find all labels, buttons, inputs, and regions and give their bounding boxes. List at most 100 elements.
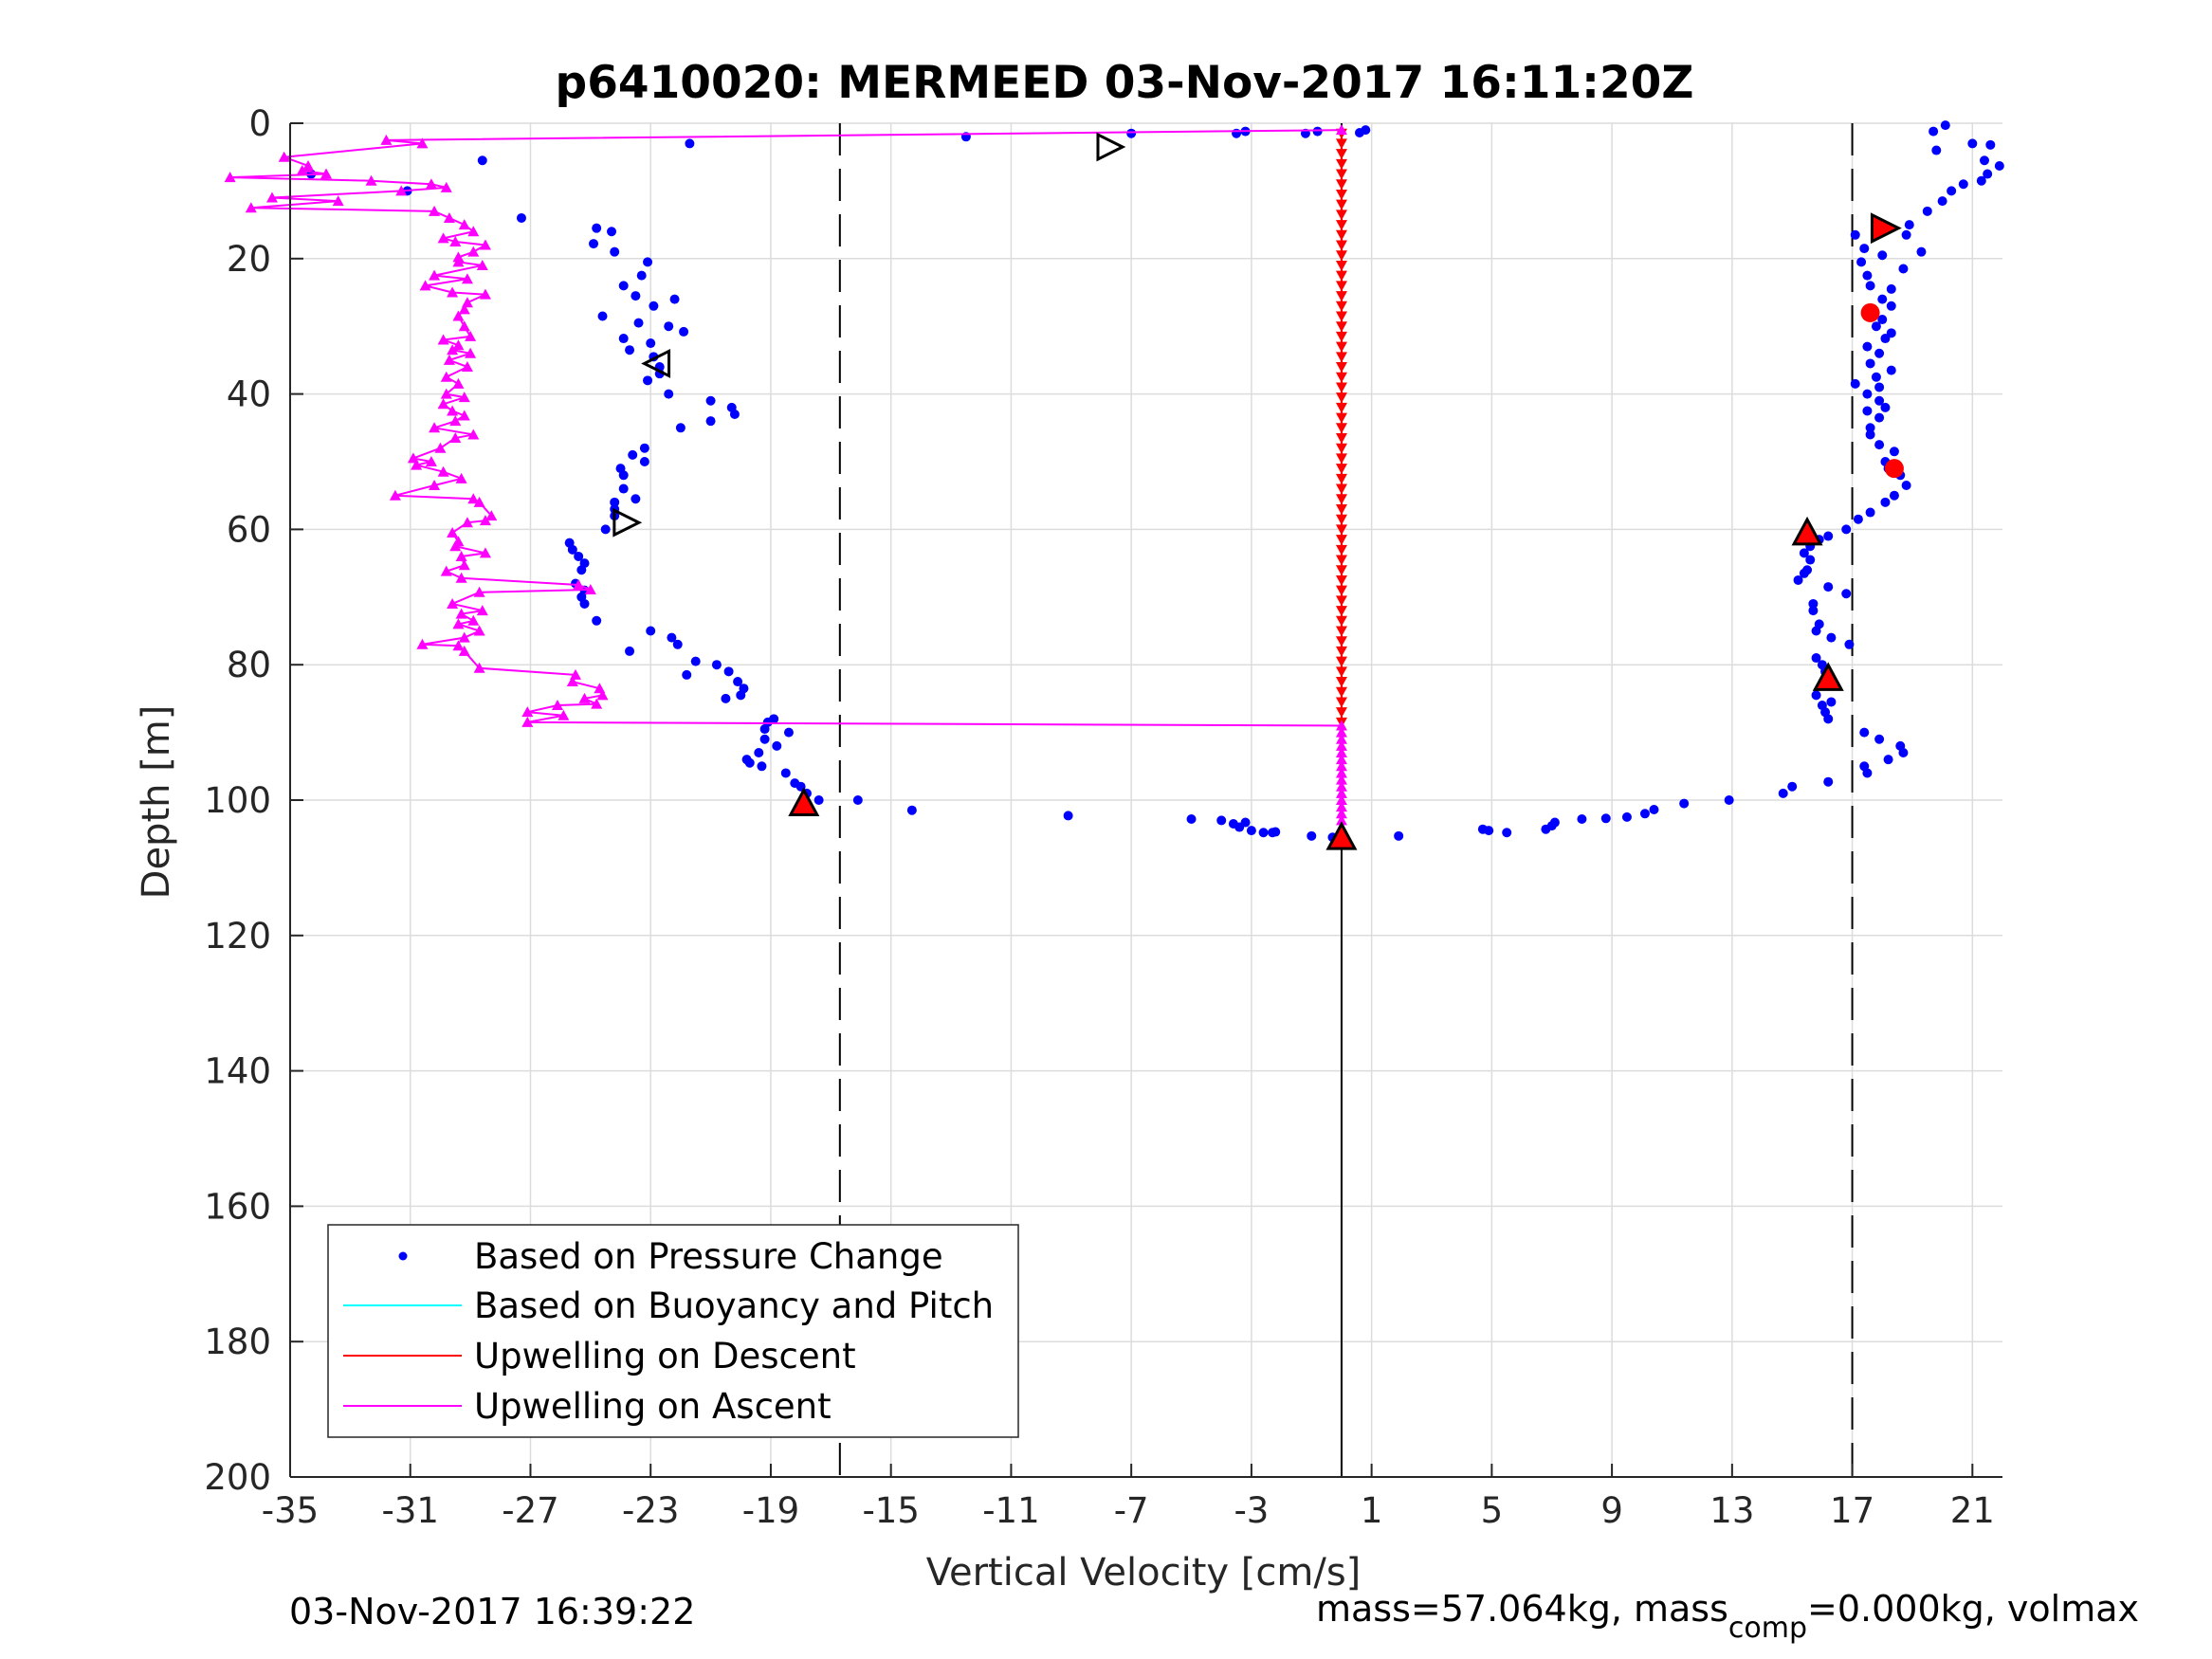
descent-marker (1335, 412, 1347, 424)
descent-marker (1335, 321, 1347, 333)
pressure-point (1859, 761, 1870, 772)
y-tick-label: 140 (204, 1051, 271, 1092)
descent-marker (1335, 453, 1347, 465)
y-tick-label: 0 (248, 103, 271, 144)
axes (289, 122, 2002, 1478)
pressure-point (1817, 701, 1827, 711)
descent-marker (1335, 697, 1347, 708)
large-red-point (1884, 459, 1904, 479)
descent-marker (1335, 514, 1347, 525)
pressure-point (1862, 270, 1873, 281)
descent-marker (1335, 606, 1347, 617)
pressure-point (1853, 514, 1863, 524)
pressure-point (579, 598, 590, 609)
pressure-point (1994, 160, 2004, 171)
pressure-point (754, 748, 764, 758)
ascent-marker (1335, 808, 1347, 819)
pressure-point (1901, 229, 1911, 240)
ascent-marker (395, 185, 408, 196)
pressure-point (1826, 632, 1837, 643)
x-tick-label: -15 (862, 1490, 919, 1531)
descent-marker (1335, 260, 1347, 271)
ascent-marker (458, 219, 470, 230)
descent-marker (1335, 189, 1347, 200)
ascent-marker (1335, 780, 1347, 792)
pressure-point (705, 416, 716, 427)
pressure-point (649, 301, 659, 311)
filled-triangle-marker (1325, 821, 1358, 850)
ascent-marker (558, 709, 570, 720)
descent-marker (1335, 707, 1347, 719)
pressure-point (1808, 598, 1819, 609)
ascent-marker (278, 151, 290, 162)
pressure-point (1874, 412, 1885, 423)
ascent-marker (458, 645, 470, 656)
y-tick-label: 100 (204, 780, 271, 821)
ascent-marker (365, 174, 377, 186)
legend-label-buoyancy: Based on Buoyancy and Pitch (474, 1285, 994, 1326)
pressure-point (1958, 179, 1968, 190)
pressure-point (1814, 619, 1824, 629)
ascent-marker (1335, 124, 1347, 136)
pressure-point (1639, 809, 1650, 819)
pressure-point (682, 669, 692, 680)
ascent-marker (458, 631, 470, 643)
ascent-marker (473, 625, 485, 636)
ascent-marker (473, 496, 485, 507)
pressure-point (607, 227, 617, 237)
pressure-point (1394, 830, 1404, 841)
descent-marker (1335, 250, 1347, 262)
pressure-point (618, 470, 629, 481)
pressure-point (1600, 813, 1611, 824)
pressure-point (1805, 555, 1816, 565)
descent-marker (1335, 666, 1347, 678)
ascent-marker (449, 540, 462, 552)
pressure-point (625, 646, 635, 656)
descent-marker (1335, 464, 1347, 475)
pressure-point (1895, 740, 1906, 751)
pressure-point (1271, 827, 1281, 837)
descent-marker (1335, 392, 1347, 404)
descent-marker (1335, 362, 1347, 374)
pressure-point (600, 524, 611, 535)
pressure-point (664, 321, 674, 332)
pressure-point (1679, 798, 1690, 809)
pressure-point (1916, 246, 1927, 257)
pressure-point (1799, 548, 1809, 558)
ascent-marker (437, 465, 449, 477)
pressure-point (1886, 365, 1896, 375)
y-tick-label: 60 (227, 509, 271, 550)
ascent-marker (467, 246, 480, 257)
pressure-point (679, 326, 689, 337)
descent-marker (1335, 199, 1347, 210)
descent-marker (1335, 574, 1347, 586)
ascent-marker (437, 334, 449, 345)
y-tick-label: 200 (204, 1457, 271, 1498)
ascent-marker (449, 432, 462, 444)
pressure-point (1859, 727, 1870, 738)
ascent-marker (447, 597, 459, 609)
descent-marker (1335, 443, 1347, 454)
pressure-point (1793, 574, 1803, 585)
marker-layer (612, 132, 1904, 850)
ascent-marker (452, 339, 465, 351)
pressure-point (721, 693, 731, 703)
open-triangle-marker (641, 349, 671, 378)
descent-marker (1335, 433, 1347, 445)
x-tick-label: -31 (382, 1490, 439, 1531)
ascent-marker (380, 134, 393, 145)
ascent-marker (1335, 787, 1347, 798)
pressure-point (1967, 138, 1978, 149)
pressure-point (814, 795, 824, 805)
pressure-point (1859, 244, 1870, 254)
descent-marker (1335, 220, 1347, 231)
ascent-marker (449, 235, 462, 246)
descent-marker (1335, 585, 1347, 596)
descent-marker (1335, 686, 1347, 698)
pressure-point (1856, 257, 1867, 267)
footer-mass-subscript: comp (1728, 1612, 1807, 1645)
ascent-marker (455, 572, 467, 583)
pressure-point (1063, 811, 1073, 821)
pressure-point (780, 768, 791, 778)
ascent-marker (429, 269, 441, 281)
